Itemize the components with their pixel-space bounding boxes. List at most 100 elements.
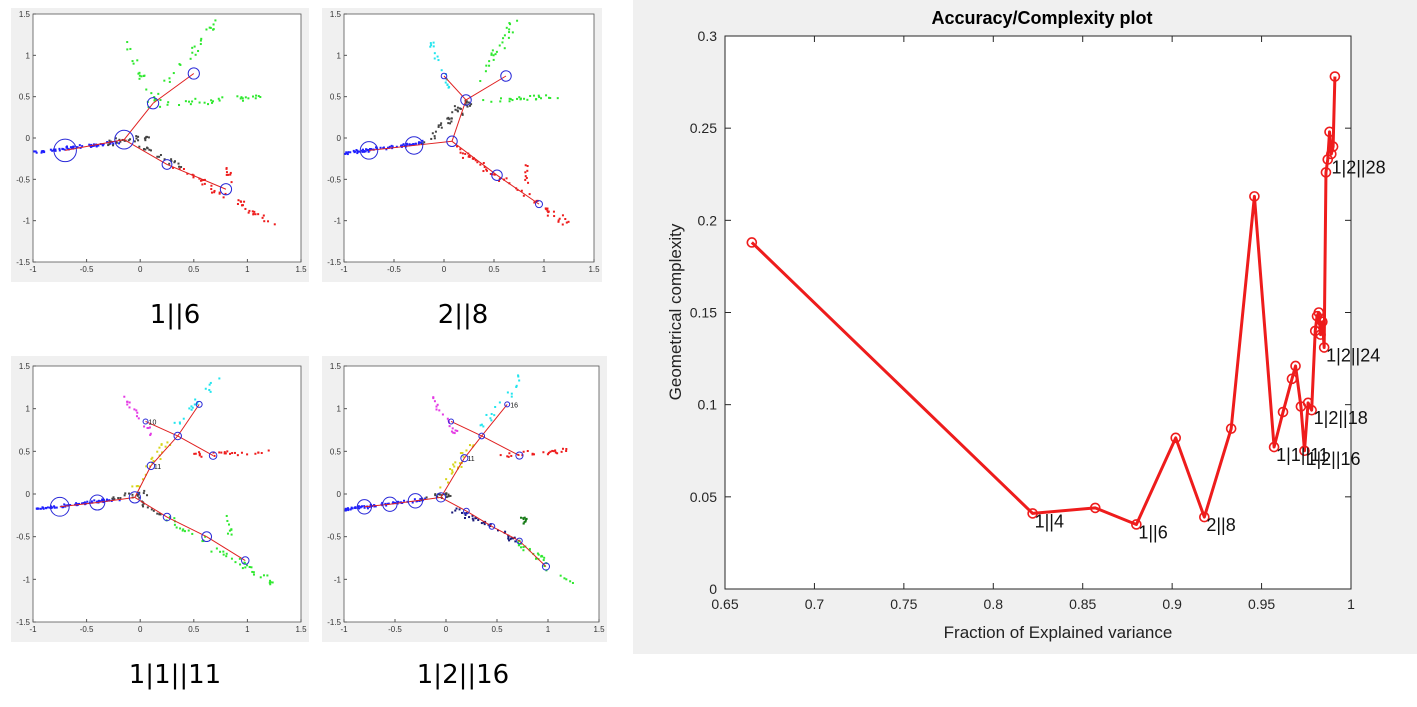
data-point — [1170, 432, 1182, 444]
scatter-point — [507, 455, 510, 458]
graph-edge — [413, 140, 453, 146]
scatter-point — [346, 153, 349, 156]
graph-node — [201, 531, 213, 543]
scatter-point — [227, 173, 230, 176]
scatter-point — [178, 104, 181, 107]
scatter-point — [126, 48, 129, 51]
scatter-point — [438, 409, 441, 412]
scatter-point — [356, 152, 359, 155]
scatter-point — [213, 191, 216, 194]
scatter-point — [153, 96, 156, 99]
x-tick-label: -1 — [340, 265, 348, 274]
scatter-point — [191, 100, 194, 103]
scatter-point — [63, 148, 66, 151]
scatter-point — [503, 34, 506, 37]
scatter-point — [142, 75, 145, 78]
graph-edge — [450, 421, 482, 437]
data-point — [1326, 148, 1337, 160]
scatter-point — [356, 149, 359, 152]
scatter-point — [262, 574, 265, 577]
scatter-point — [48, 506, 51, 509]
scatter-point — [364, 150, 367, 153]
scatter-point — [460, 465, 463, 468]
scatter-point — [474, 159, 477, 162]
scatter-point — [198, 454, 201, 457]
scatter-point — [518, 96, 521, 99]
scatter-point — [533, 201, 536, 204]
scatter-point — [499, 100, 502, 103]
scatter-point — [529, 94, 532, 97]
scatter-point — [417, 141, 420, 144]
scatter-point — [53, 505, 56, 508]
scatter-point — [565, 450, 568, 453]
scatter-point — [254, 452, 257, 455]
scatter-point — [137, 417, 140, 420]
x-axis-label: Fraction of Explained variance — [944, 623, 1173, 642]
scatter-point — [226, 450, 229, 453]
scatter-point — [112, 142, 115, 145]
scatter-point — [446, 417, 449, 420]
x-tick-label: 0.5 — [488, 265, 500, 274]
scatter-point — [508, 22, 511, 25]
scatter-point — [411, 501, 414, 504]
scatter-point — [97, 499, 100, 502]
scatter-point — [458, 462, 461, 465]
scatter-point — [193, 403, 196, 406]
data-point — [1199, 511, 1210, 523]
y-tick-label: 0.1 — [698, 397, 718, 413]
scatter-point — [135, 409, 138, 412]
scatter-point — [500, 97, 503, 100]
data-point — [1315, 329, 1326, 340]
scatter-point — [521, 454, 524, 457]
scatter-point — [207, 103, 210, 106]
scatter-point — [464, 152, 467, 155]
scatter-point — [101, 498, 104, 501]
scatter-point — [191, 406, 194, 409]
scatter-point — [61, 148, 64, 151]
caption-3: 1|1||11 — [128, 660, 222, 690]
scatter-point — [136, 59, 139, 62]
scatter-point — [448, 118, 451, 121]
scatter-point — [81, 145, 84, 148]
scatter-point — [202, 540, 205, 543]
scatter-point — [434, 130, 437, 133]
scatter-point — [456, 110, 459, 113]
plot-area — [343, 13, 595, 263]
scatter-point — [492, 58, 495, 61]
scatter-point — [344, 509, 347, 512]
scatter-point — [153, 99, 156, 102]
scatter-point — [252, 571, 255, 574]
scatter-point — [194, 53, 197, 56]
x-tick-label: 0.8 — [984, 596, 1004, 612]
scatter-point — [124, 492, 127, 495]
graph-node — [404, 136, 424, 155]
scatter-point — [149, 432, 152, 435]
scatter-point — [208, 383, 211, 386]
point-annotation: 1||6 — [1138, 522, 1167, 542]
node-label: 11 — [467, 456, 474, 463]
scatter-point — [444, 81, 447, 84]
scatter-point — [234, 561, 237, 564]
point-annotation: 1||4 — [1035, 511, 1064, 531]
scatter-point — [507, 535, 510, 538]
scatter-point — [141, 478, 144, 481]
scatter-point — [99, 500, 102, 503]
point-annotation: 1|2||24 — [1326, 346, 1380, 366]
scatter-point — [356, 150, 359, 153]
scatter-point — [548, 96, 551, 99]
main-chart: Accuracy/Complexity plot Fraction of Exp… — [633, 0, 1417, 654]
scatter-point — [436, 55, 439, 58]
scatter-point — [152, 509, 155, 512]
scatter-point — [569, 580, 572, 583]
scatter-point — [226, 519, 229, 522]
scatter-point — [447, 86, 450, 89]
scatter-point — [115, 141, 118, 144]
scatter-point — [273, 223, 276, 226]
scatter-point — [173, 523, 176, 526]
scatter-point — [482, 425, 485, 428]
scatter-point — [451, 469, 454, 472]
scatter-point — [522, 517, 525, 520]
scatter-point — [251, 570, 254, 573]
scatter-point — [65, 504, 68, 507]
scatter-point — [126, 403, 129, 406]
